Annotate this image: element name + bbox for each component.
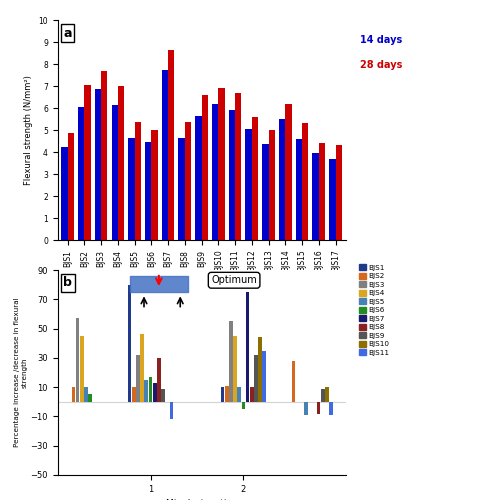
Bar <box>195 116 202 240</box>
Bar <box>151 130 158 240</box>
Bar <box>233 336 237 402</box>
Bar <box>252 117 258 240</box>
Bar <box>329 402 333 415</box>
Bar <box>329 158 336 240</box>
Bar <box>149 377 152 402</box>
Bar <box>145 142 151 240</box>
Bar <box>262 144 269 240</box>
Bar <box>325 387 329 402</box>
Bar <box>169 402 173 419</box>
Bar <box>235 92 241 240</box>
Bar <box>229 322 233 402</box>
Bar <box>168 50 174 240</box>
Bar <box>179 138 185 240</box>
Y-axis label: Flexural strength (N/mm²): Flexural strength (N/mm²) <box>24 75 33 185</box>
Bar <box>250 387 253 402</box>
Bar <box>238 387 241 402</box>
Bar <box>68 134 74 240</box>
Text: 14 days: 14 days <box>360 35 402 45</box>
Text: b: b <box>63 276 72 289</box>
Bar <box>336 146 342 240</box>
Bar <box>225 386 228 402</box>
Text: a: a <box>63 26 72 40</box>
Bar <box>162 70 168 240</box>
Bar <box>218 88 225 240</box>
Bar <box>134 122 141 240</box>
Bar <box>72 387 75 402</box>
Bar <box>132 387 136 402</box>
Bar <box>76 318 79 402</box>
Bar <box>279 119 285 240</box>
Y-axis label: Percentage increase /decrease in flexural
strength: Percentage increase /decrease in flexura… <box>14 298 27 448</box>
Bar <box>153 383 156 402</box>
Bar <box>161 388 165 402</box>
Bar <box>246 292 250 402</box>
Bar <box>292 361 295 402</box>
Bar <box>61 146 68 240</box>
Text: 28 days: 28 days <box>360 60 402 70</box>
Bar <box>84 85 91 240</box>
Bar <box>212 104 218 240</box>
Bar <box>302 124 309 240</box>
X-axis label: Mix designation: Mix designation <box>166 277 238 286</box>
Bar <box>80 336 84 402</box>
Bar <box>144 380 148 402</box>
Bar <box>128 138 134 240</box>
Bar <box>128 284 132 402</box>
Bar <box>140 334 144 402</box>
Bar <box>285 104 292 240</box>
Bar <box>254 355 258 402</box>
Bar <box>136 355 140 402</box>
Bar <box>241 402 245 409</box>
Bar <box>88 394 92 402</box>
Bar <box>319 143 325 240</box>
Bar <box>157 358 161 402</box>
Bar <box>304 402 308 415</box>
Bar <box>263 350 266 402</box>
Legend: BJS1, BJS2, BJS3, BJS4, BJS5, BJS6, BJS7, BJS8, BJS9, BJS10, BJS11: BJS1, BJS2, BJS3, BJS4, BJS5, BJS6, BJS7… <box>358 264 390 356</box>
Bar <box>185 122 191 240</box>
Bar <box>202 95 208 240</box>
Bar <box>269 130 275 240</box>
Bar <box>312 153 319 240</box>
Bar <box>296 139 302 240</box>
Text: Optimum: Optimum <box>211 275 257 285</box>
Bar <box>111 104 118 240</box>
Bar <box>245 129 252 240</box>
FancyBboxPatch shape <box>130 276 188 292</box>
Bar <box>221 387 224 402</box>
Bar <box>101 70 108 240</box>
Bar <box>118 86 124 240</box>
Bar <box>84 387 88 402</box>
Bar <box>95 90 101 240</box>
Bar <box>317 402 321 413</box>
Bar <box>78 107 84 240</box>
Bar <box>229 110 235 240</box>
Bar <box>321 388 324 402</box>
Bar <box>258 338 262 402</box>
